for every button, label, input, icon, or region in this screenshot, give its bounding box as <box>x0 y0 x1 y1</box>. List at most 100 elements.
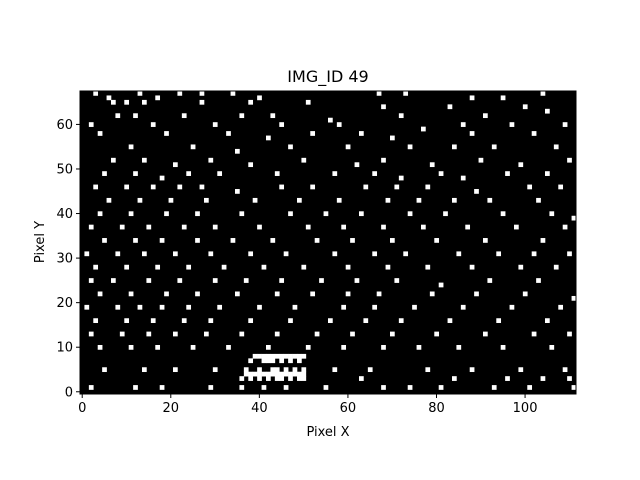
pixel-167 <box>301 264 307 270</box>
pixel-188 <box>128 291 134 297</box>
pixel-237 <box>434 331 440 337</box>
pixel-300 <box>288 371 293 377</box>
pixel-84 <box>124 184 130 190</box>
pixel-161 <box>93 264 99 270</box>
pixel-222 <box>363 318 369 324</box>
pixel-59 <box>142 157 147 163</box>
pixel-311 <box>297 376 302 381</box>
y-tick-label: 60 <box>56 118 73 133</box>
pixel-305 <box>248 376 254 381</box>
pixel-313 <box>359 376 364 381</box>
pixel-30 <box>545 108 550 114</box>
plot-area <box>79 90 577 395</box>
pixel-2 <box>137 91 143 96</box>
pixel-45 <box>359 131 364 136</box>
pixel-165 <box>221 264 227 270</box>
pixel-232 <box>239 331 245 337</box>
pixel-316 <box>540 376 546 381</box>
pixel-254 <box>252 353 258 359</box>
pixel-245 <box>226 344 231 350</box>
pixel-154 <box>332 251 338 257</box>
pixel-321 <box>208 385 214 390</box>
pixel-3 <box>155 95 161 101</box>
pixel-155 <box>372 251 378 257</box>
pixel-24 <box>181 113 187 119</box>
pixel-183 <box>394 278 400 283</box>
pixel-73 <box>186 171 192 176</box>
pixel-111 <box>164 211 169 217</box>
pixel-108 <box>536 197 541 203</box>
pixel-152 <box>248 251 254 257</box>
y-axis-label: Pixel Y <box>33 221 48 263</box>
pixel-15 <box>142 99 147 105</box>
pixel-89 <box>279 184 285 190</box>
pixel-283 <box>301 367 307 373</box>
pixel-71 <box>133 171 138 176</box>
pixel-297 <box>274 371 280 377</box>
pixel-23 <box>133 113 138 119</box>
pixel-146 <box>540 238 546 243</box>
pixel-265 <box>301 353 307 359</box>
pixel-136 <box>133 238 138 243</box>
pixel-247 <box>305 344 311 350</box>
pixel-296 <box>270 371 276 377</box>
pixel-172 <box>518 264 524 270</box>
pixel-271 <box>288 358 293 364</box>
pixel-25 <box>239 113 245 119</box>
pixel-309 <box>279 376 285 381</box>
pixel-270 <box>279 358 285 364</box>
pixel-285 <box>367 367 373 373</box>
pixel-235 <box>350 331 355 337</box>
pixel-323 <box>261 385 267 390</box>
pixel-206 <box>257 304 262 310</box>
pixel-97 <box>106 197 112 203</box>
pixel-290 <box>243 371 249 377</box>
pixel-114 <box>288 211 293 217</box>
pixel-41 <box>164 131 169 136</box>
pixel-331 <box>571 385 577 390</box>
pixel-124 <box>146 224 152 230</box>
pixel-95 <box>527 184 533 190</box>
pixel-147 <box>84 251 90 257</box>
pixel-230 <box>173 331 178 337</box>
pixel-227 <box>88 331 94 337</box>
pixel-263 <box>292 353 298 359</box>
pixel-288 <box>518 367 524 373</box>
pixel-325 <box>323 385 329 390</box>
pixel-218 <box>208 318 214 324</box>
y-axis: 0 10 20 30 40 50 60 <box>56 118 80 400</box>
pixel-68 <box>518 162 524 168</box>
pixel-295 <box>266 371 271 377</box>
pixel-159 <box>531 251 537 257</box>
pixel-293 <box>257 371 262 377</box>
pixel-115 <box>323 211 329 217</box>
pixel-203 <box>159 304 165 310</box>
pixel-209 <box>372 304 378 310</box>
pixel-319 <box>133 385 138 390</box>
pixel-127 <box>257 224 262 230</box>
pixel-220 <box>288 318 293 324</box>
pixel-139 <box>230 238 236 243</box>
pixel-166 <box>261 264 267 270</box>
pixel-76 <box>332 171 338 176</box>
pixel-298 <box>279 371 285 377</box>
y-tick-label: 30 <box>56 252 73 267</box>
pixel-241 <box>97 344 103 350</box>
pixel-228 <box>119 331 125 337</box>
pixel-320 <box>159 385 165 390</box>
y-tick-label: 40 <box>56 207 73 222</box>
pixel-50 <box>190 144 196 150</box>
pixel-233 <box>274 331 280 337</box>
pixel-173 <box>553 264 559 270</box>
pixel-134 <box>562 224 568 230</box>
pixel-176 <box>146 278 152 283</box>
pixel-148 <box>115 251 121 257</box>
pixel-144 <box>434 238 440 243</box>
pixel-197 <box>474 291 479 297</box>
pixel-255 <box>257 353 262 359</box>
x-tick-label: 80 <box>428 401 445 416</box>
pixel-185 <box>487 278 493 283</box>
pixel-182 <box>354 278 360 283</box>
pixel-42 <box>226 131 231 136</box>
pixel-77 <box>372 171 378 176</box>
